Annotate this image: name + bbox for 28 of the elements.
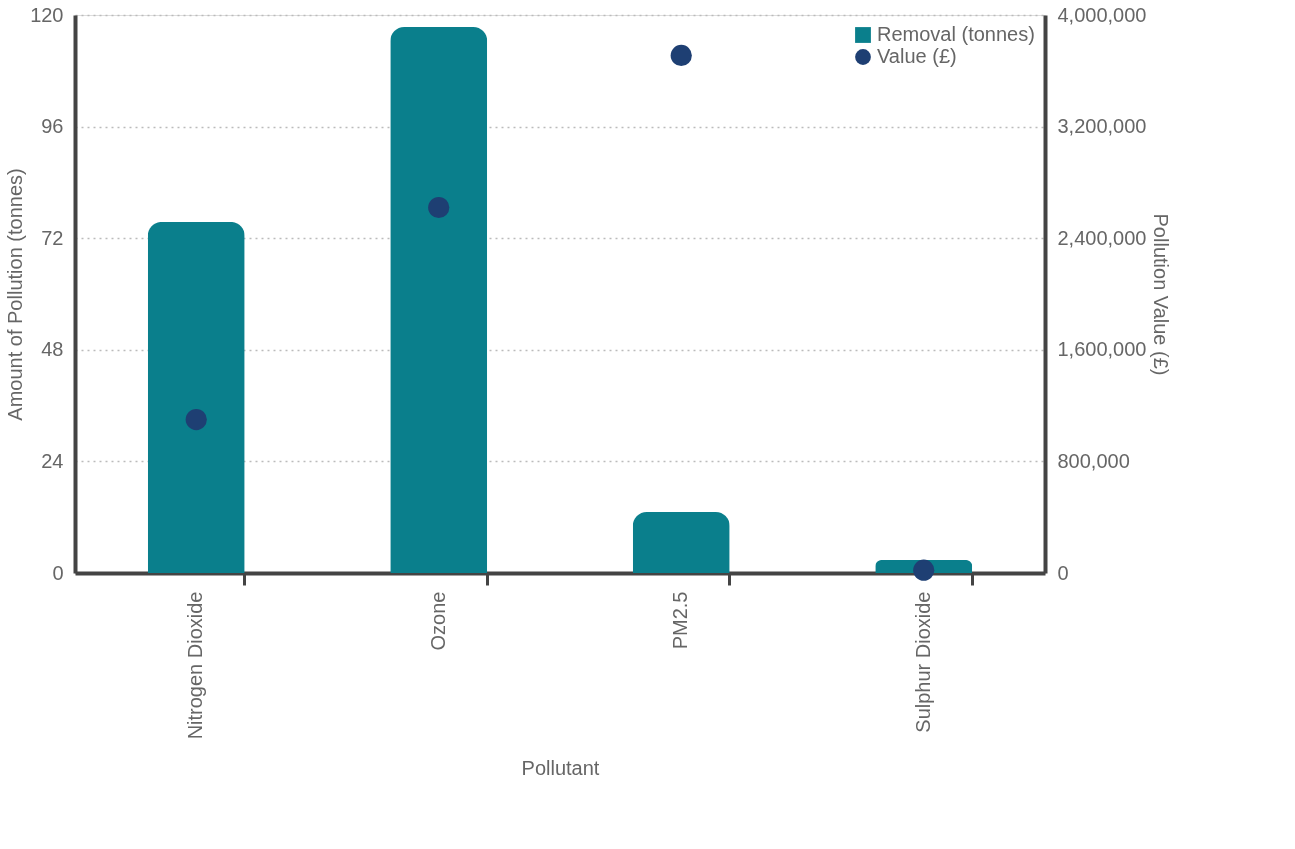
legend-label: Removal (tonnes) bbox=[877, 23, 1035, 45]
bar bbox=[147, 221, 245, 573]
y2-tick-label: 0 bbox=[1057, 561, 1069, 584]
y2-tick-label: 3,200,000 bbox=[1057, 115, 1147, 138]
x-tick-label: PM2.5 bbox=[669, 591, 692, 650]
legend-label: Value (£) bbox=[877, 45, 957, 67]
y-tick-label: 0 bbox=[52, 561, 64, 584]
bar bbox=[632, 512, 730, 573]
x-tick-label: Sulphur Dioxide bbox=[911, 591, 934, 733]
y-tick-label: 96 bbox=[41, 115, 64, 138]
y-axis-title: Amount of Pollution (tonnes) bbox=[4, 168, 27, 421]
x-tick-label: Nitrogen Dioxide bbox=[184, 591, 207, 740]
y2-tick-label: 2,400,000 bbox=[1057, 226, 1147, 249]
y-tick-label: 120 bbox=[30, 3, 64, 26]
y2-tick-label: 1,600,000 bbox=[1057, 338, 1147, 361]
x-axis-title: Pollutant bbox=[521, 757, 600, 780]
y2-axis-title: Pollution Value (£) bbox=[1150, 213, 1173, 376]
y-tick-label: 24 bbox=[41, 449, 64, 472]
point bbox=[670, 44, 692, 67]
x-tick-label: Ozone bbox=[426, 591, 449, 651]
y-tick-label: 48 bbox=[41, 338, 64, 361]
y-tick-label: 72 bbox=[41, 226, 64, 249]
y2-tick-label: 4,000,000 bbox=[1057, 3, 1147, 26]
point bbox=[913, 559, 935, 581]
y2-tick-label: 800,000 bbox=[1057, 449, 1130, 472]
bar bbox=[390, 27, 488, 573]
point bbox=[428, 196, 450, 219]
point bbox=[185, 408, 207, 431]
